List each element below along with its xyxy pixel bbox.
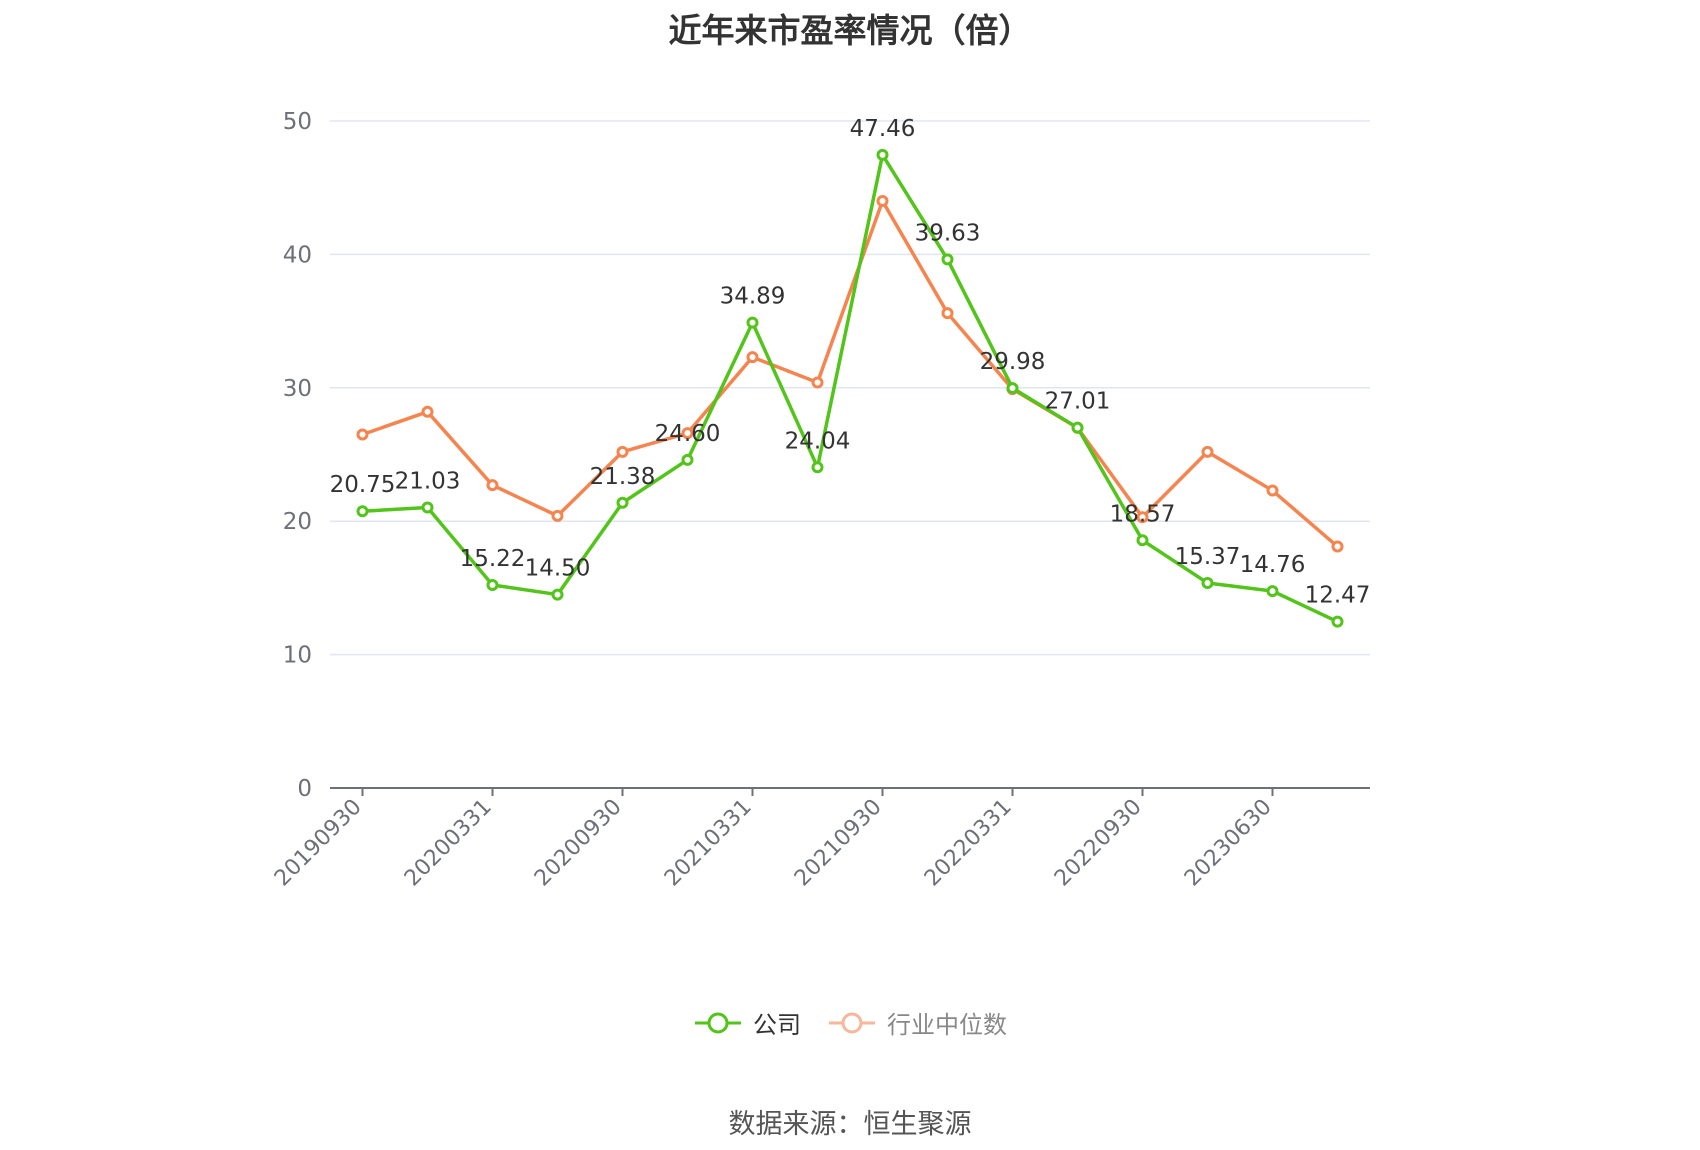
legend-company-label: 公司 <box>753 1011 801 1039</box>
company-data-point[interactable] <box>616 496 629 509</box>
y-tick-label: 30 <box>283 376 312 402</box>
company-data-point[interactable] <box>1266 585 1279 598</box>
y-tick-label: 50 <box>283 109 312 135</box>
company-data-point[interactable] <box>551 588 564 601</box>
legend-item-company[interactable]: 公司 <box>693 1005 801 1040</box>
company-data-label: 15.37 <box>1175 544 1241 570</box>
industry-data-point[interactable] <box>746 351 759 364</box>
industry-data-point[interactable] <box>1266 484 1279 497</box>
data-source-note: 数据来源：恒生聚源 <box>728 1109 972 1140</box>
industry-data-point[interactable] <box>876 195 889 208</box>
company-data-label: 21.03 <box>395 468 461 494</box>
company-data-label: 27.01 <box>1045 389 1111 415</box>
company-data-label: 15.22 <box>460 546 526 572</box>
company-data-label: 24.60 <box>655 421 721 447</box>
data-labels: 20.75 21.03 15.22 14.50 21.38 24.60 34.89 24.04… <box>330 116 1371 609</box>
company-data-point[interactable] <box>681 453 694 466</box>
industry-data-point[interactable] <box>811 376 824 389</box>
company-data-point[interactable] <box>1136 534 1149 547</box>
company-data-point[interactable] <box>811 461 824 474</box>
industry-data-point[interactable] <box>616 445 629 458</box>
industry-data-point[interactable] <box>551 509 564 522</box>
line-chart: 0 10 20 30 40 50 20190930 20200331 20200930 20210… <box>270 109 1371 891</box>
company-data-point[interactable] <box>1006 382 1019 395</box>
legend-company-icon <box>695 1012 741 1033</box>
company-data-point[interactable] <box>486 578 499 591</box>
company-data-label: 14.76 <box>1240 552 1306 578</box>
legend-item-industry[interactable]: 行业中位数 <box>827 1005 1007 1040</box>
company-data-label: 18.57 <box>1110 501 1176 527</box>
grid-lines <box>330 120 1370 656</box>
company-data-label: 24.04 <box>785 428 851 454</box>
company-data-point[interactable] <box>941 253 954 266</box>
industry-data-point[interactable] <box>486 479 499 492</box>
x-tick-label: 20230630 <box>1180 795 1277 892</box>
company-data-point[interactable] <box>1071 421 1084 434</box>
company-data-label: 20.75 <box>330 472 396 498</box>
company-data-point[interactable] <box>746 316 759 329</box>
x-tick-label: 20210331 <box>660 795 757 892</box>
legend-industry-label: 行业中位数 <box>887 1011 1007 1039</box>
industry-data-point[interactable] <box>356 428 369 441</box>
series-group <box>356 148 1344 628</box>
x-tick-label: 20190930 <box>270 795 367 892</box>
company-data-label: 21.38 <box>590 464 656 490</box>
x-tick-label: 20210930 <box>790 795 887 892</box>
company-series-line <box>362 153 1339 624</box>
company-data-point[interactable] <box>1201 576 1214 589</box>
x-tick-label: 20200930 <box>530 795 627 892</box>
company-data-label: 12.47 <box>1305 583 1371 609</box>
company-data-point[interactable] <box>356 505 369 518</box>
industry-series-line <box>361 199 1339 548</box>
industry-data-point[interactable] <box>1331 540 1344 553</box>
legend-industry-icon <box>829 1012 875 1033</box>
industry-data-point[interactable] <box>681 427 694 440</box>
industry-data-point[interactable] <box>1201 445 1214 458</box>
x-tick-label: 20220930 <box>1050 795 1147 892</box>
company-data-point[interactable] <box>421 501 434 514</box>
company-data-point[interactable] <box>1331 615 1344 628</box>
axes: 0 10 20 30 40 50 20190930 20200331 20200930 20210… <box>270 109 1370 891</box>
company-data-label: 39.63 <box>915 220 981 246</box>
industry-data-point[interactable] <box>1136 511 1149 524</box>
company-data-label: 34.89 <box>720 284 786 310</box>
y-tick-label: 0 <box>297 776 312 802</box>
chart-title: 近年来市盈率情况（倍） <box>668 11 1032 50</box>
legend: 公司 行业中位数 <box>0 1005 1700 1040</box>
x-tick-label: 20220331 <box>920 795 1017 892</box>
company-data-label: 29.98 <box>980 349 1046 375</box>
x-tick-label: 20200331 <box>400 795 497 892</box>
y-tick-label: 40 <box>283 242 312 268</box>
y-tick-label: 20 <box>283 509 312 535</box>
company-data-label: 47.46 <box>850 116 916 142</box>
industry-data-point[interactable] <box>941 307 954 320</box>
company-data-label: 14.50 <box>525 556 591 582</box>
company-data-point[interactable] <box>876 148 889 161</box>
y-tick-label: 10 <box>283 643 312 669</box>
industry-data-point[interactable] <box>421 405 434 418</box>
